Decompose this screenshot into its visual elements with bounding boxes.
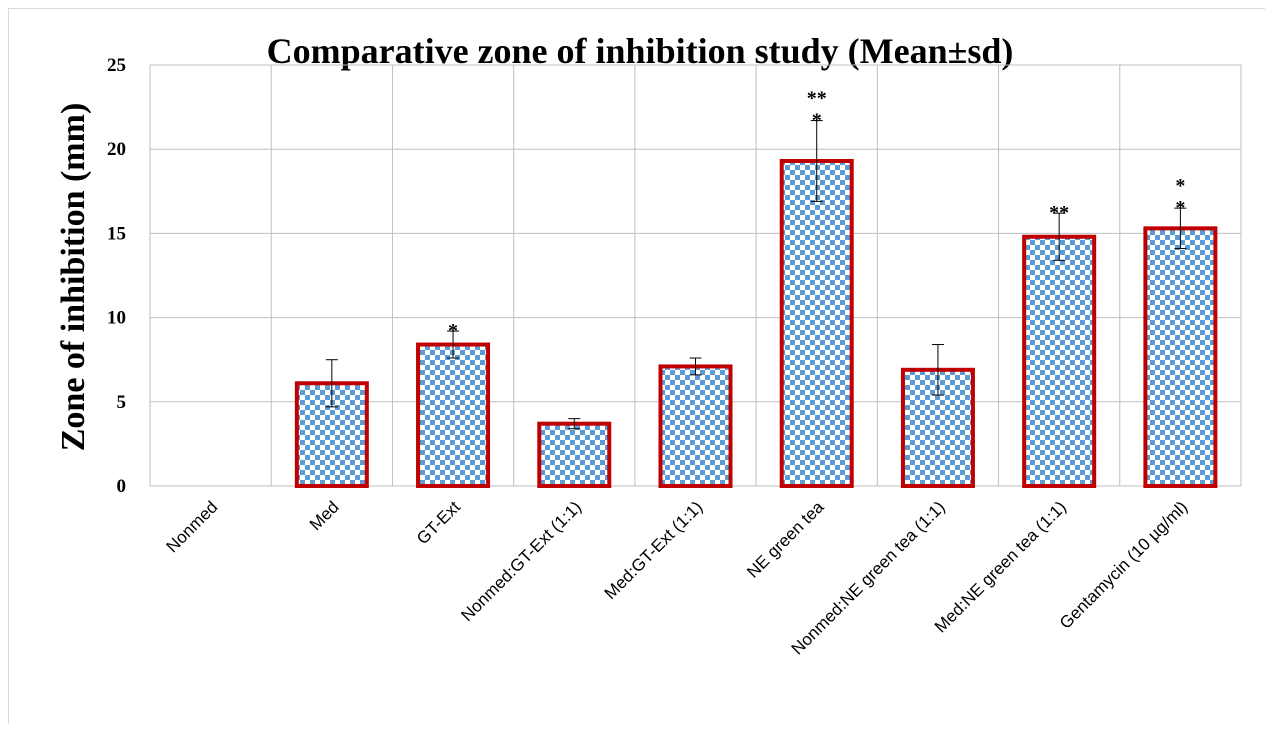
significance-marker: *	[1175, 175, 1185, 197]
chart-frame	[8, 8, 1265, 724]
y-tick-label: 15	[107, 223, 126, 244]
significance-marker: **	[1049, 202, 1069, 224]
bar	[779, 158, 854, 488]
y-tick-label: 20	[107, 139, 126, 160]
bar	[658, 364, 733, 489]
y-tick-label: 10	[107, 308, 126, 329]
y-axis-label: Zone of inhibition (mm)	[55, 103, 92, 452]
significance-marker: *	[812, 110, 822, 132]
significance-marker: *	[1175, 197, 1185, 219]
significance-marker: **	[807, 88, 827, 110]
bars	[294, 120, 1218, 489]
bar	[1022, 234, 1097, 488]
x-tick-label: GT-Ext	[413, 497, 464, 548]
x-tick-label: Nonmed	[163, 497, 222, 556]
bar	[1143, 226, 1218, 489]
x-tick-label: Med:GT-Ext (1:1)	[601, 497, 707, 603]
y-tick-label: 0	[117, 476, 127, 497]
significance-marker: *	[448, 320, 458, 342]
y-tick-label: 5	[117, 392, 127, 413]
y-tick-label: 25	[107, 55, 126, 76]
bar	[537, 421, 612, 488]
x-tick-label: Med	[306, 497, 343, 534]
x-tick-label: Med:NE green tea (1:1)	[931, 497, 1070, 636]
bar	[416, 342, 491, 488]
x-tick-label: Gentamycin (10 µg/ml)	[1056, 497, 1191, 632]
chart-title: Comparative zone of inhibition study (Me…	[267, 31, 1014, 71]
x-tick-label: NE green tea	[743, 497, 828, 582]
x-tick-label: Nonmed:GT-Ext (1:1)	[457, 497, 585, 625]
